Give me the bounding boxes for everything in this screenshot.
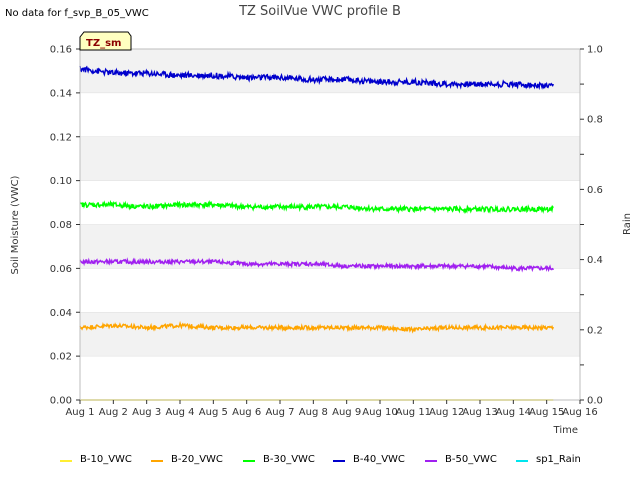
x-tick-label: Aug 14: [496, 407, 531, 418]
y-tick-label: 0.06: [50, 264, 72, 275]
x-axis-ticks: Aug 1 Aug 2 Aug 3 Aug 4 Aug 5 Aug 6 Aug 7 Aug 8…: [65, 400, 598, 418]
y2-axis-label: Rain: [622, 213, 633, 235]
x-tick-label: Aug 16: [562, 407, 597, 418]
x-tick-label: Aug 3: [132, 407, 161, 418]
y-axis-label: Soil Moisture (VWC): [10, 175, 21, 274]
y2-tick-label: 0.8: [587, 115, 603, 126]
series-line-B-20_VWC: [79, 320, 555, 334]
series-line-B-30_VWC: [79, 199, 554, 215]
y2-tick-label: 0.0: [587, 396, 603, 407]
y-tick-label: 0.00: [50, 396, 72, 407]
x-tick-label: Aug 7: [265, 407, 294, 418]
y2-tick-label: 0.4: [587, 255, 603, 266]
legend-label: B-40_VWC: [353, 454, 405, 465]
x-tick-label: Aug 1: [65, 407, 94, 418]
y-axis-ticks: 0.00 0.02 0.04 0.06 0.08 0.10 0.12 0.14 0.16: [50, 45, 80, 407]
y-tick-label: 0.10: [50, 176, 72, 187]
x-tick-label: Aug 15: [529, 407, 564, 418]
plot-band: [80, 49, 580, 93]
y2-axis-ticks: 0.0 0.2 0.4 0.6 0.8 1.0: [580, 45, 603, 407]
legend-swatch: [243, 460, 255, 462]
x-tick-label: Aug 4: [165, 407, 194, 418]
chart-title: TZ SoilVue VWC profile B: [239, 4, 401, 19]
y-tick-label: 0.04: [50, 308, 72, 319]
series-line-B-50_VWC: [79, 257, 554, 273]
x-tick-label: Aug 6: [232, 407, 261, 418]
plot-band: [80, 136, 580, 181]
legend-swatch: [425, 460, 437, 462]
y-tick-label: 0.16: [50, 45, 72, 56]
site-badge: TZ_sm: [79, 31, 132, 51]
y-tick-label: 0.12: [50, 132, 72, 143]
plot-band: [80, 312, 580, 357]
series-line-B-40_VWC: [79, 65, 555, 91]
site-badge-label: TZ_sm: [86, 38, 121, 49]
x-tick-label: Aug 13: [462, 407, 497, 418]
y2-tick-label: 0.6: [587, 185, 603, 196]
no-data-note: No data for f_svp_B_05_VWC: [5, 8, 149, 19]
legend-swatch: [60, 460, 72, 462]
plot-bands: [80, 49, 580, 357]
x-tick-label: Aug 10: [362, 407, 397, 418]
x-tick-label: Aug 2: [99, 407, 128, 418]
x-axis-label: Time: [553, 425, 578, 436]
legend-label: B-30_VWC: [263, 454, 315, 465]
legend: B-10_VWC B-20_VWC B-30_VWC B-40_VWC B-50_VWC…: [0, 454, 640, 470]
x-tick-label: Aug 12: [429, 407, 464, 418]
plot-band: [80, 224, 580, 269]
x-tick-label: Aug 8: [299, 407, 328, 418]
legend-label: B-10_VWC: [80, 454, 132, 465]
legend-label: B-20_VWC: [171, 454, 223, 465]
x-tick-label: Aug 5: [199, 407, 228, 418]
y2-tick-label: 1.0: [587, 45, 603, 56]
y-tick-label: 0.02: [50, 352, 72, 363]
legend-label: B-50_VWC: [445, 454, 497, 465]
y-tick-label: 0.08: [50, 220, 72, 231]
y-tick-label: 0.14: [50, 88, 72, 99]
y2-tick-label: 0.2: [587, 325, 603, 336]
legend-swatch: [151, 460, 163, 462]
x-tick-label: Aug 11: [396, 407, 431, 418]
legend-swatch: [333, 460, 345, 462]
legend-swatch: [516, 460, 528, 462]
legend-label: sp1_Rain: [536, 454, 581, 465]
x-tick-label: Aug 9: [332, 407, 361, 418]
